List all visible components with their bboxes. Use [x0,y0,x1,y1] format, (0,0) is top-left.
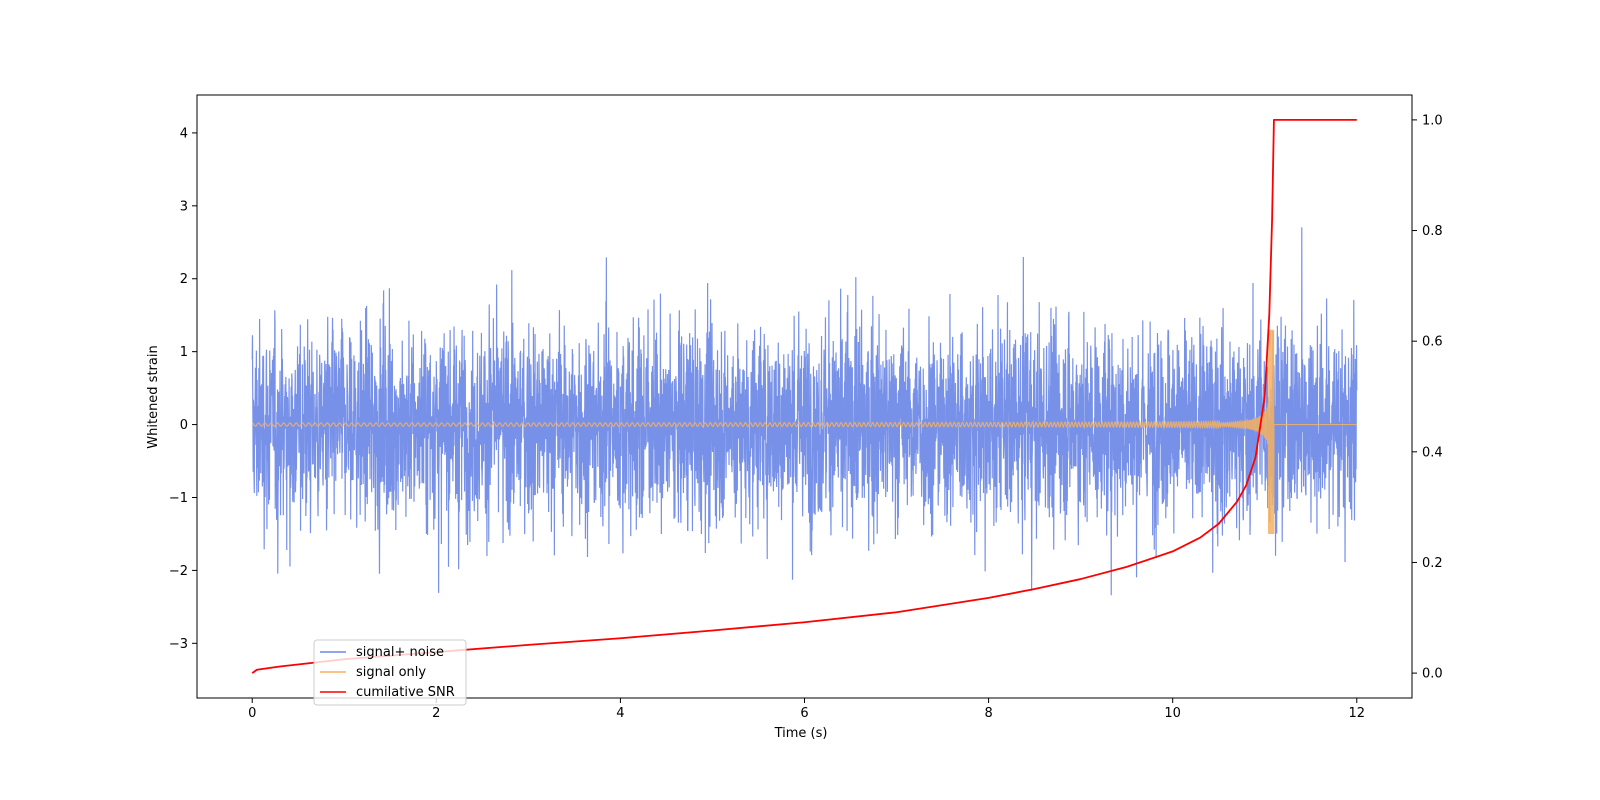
x-tick-label: 0 [248,706,256,721]
y-right-tick-label: 0.0 [1422,667,1443,682]
legend-label-signal-only: signal only [356,665,426,680]
y-tick-label: 4 [180,126,188,141]
y-tick-label: 3 [180,199,188,214]
y-axis-left: −3 −2 −1 0 1 2 3 4 [169,126,197,652]
y-axis-right: 0.0 0.2 0.4 0.6 0.8 1.0 [1412,113,1443,682]
y-right-tick-label: 0.6 [1422,335,1443,350]
x-tick-label: 12 [1348,706,1365,721]
legend: signal+ noise signal only cumilative SNR [313,639,467,706]
legend-label-cumulative-snr: cumilative SNR [356,685,455,700]
x-tick-label: 8 [984,706,992,721]
y-tick-label: 1 [180,345,188,360]
y-right-tick-label: 0.2 [1422,556,1443,571]
y-tick-label: 2 [180,272,188,287]
legend-label-signal-noise: signal+ noise [356,645,444,660]
x-tick-label: 10 [1164,706,1181,721]
y-tick-label: −2 [169,564,188,579]
series-signal-noise [251,227,1358,596]
y-tick-label: −1 [169,491,188,506]
y-right-tick-label: 0.8 [1422,224,1443,239]
x-tick-label: 4 [616,706,624,721]
x-tick-label: 2 [432,706,440,721]
y-axis-label: Whitened strain [146,345,161,448]
x-axis: 0 2 4 6 8 10 12 [248,698,1365,721]
y-right-tick-label: 0.4 [1422,445,1443,460]
series-signal-only [252,329,1357,534]
legend-box [313,639,467,706]
y-tick-label: −3 [169,637,188,652]
x-axis-label: Time (s) [774,726,828,741]
y-right-tick-label: 1.0 [1422,113,1443,128]
y-tick-label: 0 [180,418,188,433]
x-tick-label: 6 [800,706,808,721]
